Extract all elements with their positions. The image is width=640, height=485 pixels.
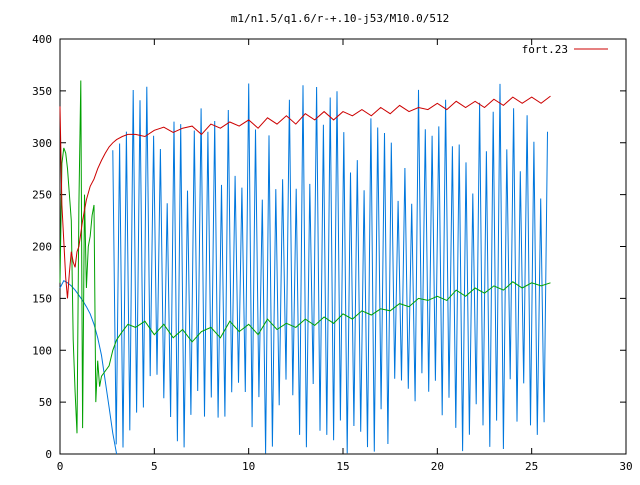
series-line-blue-oscillation bbox=[112, 83, 548, 454]
y-tick-label: 400 bbox=[32, 33, 52, 46]
legend-label-fort23: fort.23 bbox=[522, 43, 568, 56]
y-tick-label: 50 bbox=[39, 396, 52, 409]
x-tick-label: 0 bbox=[57, 460, 64, 473]
x-tick-label: 30 bbox=[619, 460, 632, 473]
x-tick-label: 25 bbox=[525, 460, 538, 473]
y-tick-label: 250 bbox=[32, 189, 52, 202]
y-tick-label: 0 bbox=[45, 448, 52, 461]
x-tick-label: 15 bbox=[336, 460, 349, 473]
y-tick-label: 350 bbox=[32, 85, 52, 98]
series-line-unnamed-2 bbox=[59, 280, 118, 455]
y-tick-label: 150 bbox=[32, 292, 52, 305]
series-line-unnamed-1 bbox=[59, 80, 551, 434]
x-tick-label: 5 bbox=[151, 460, 158, 473]
chart-title: m1/n1.5/q1.6/r-+.10-j53/M10.0/512 bbox=[231, 12, 450, 25]
x-tick-label: 10 bbox=[242, 460, 255, 473]
series-line-fort23 bbox=[59, 95, 551, 299]
legend: fort.23 bbox=[522, 43, 608, 56]
x-tick-label: 20 bbox=[431, 460, 444, 473]
y-tick-label: 200 bbox=[32, 241, 52, 254]
series-layer bbox=[59, 80, 551, 455]
y-tick-label: 100 bbox=[32, 344, 52, 357]
y-tick-label: 300 bbox=[32, 137, 52, 150]
